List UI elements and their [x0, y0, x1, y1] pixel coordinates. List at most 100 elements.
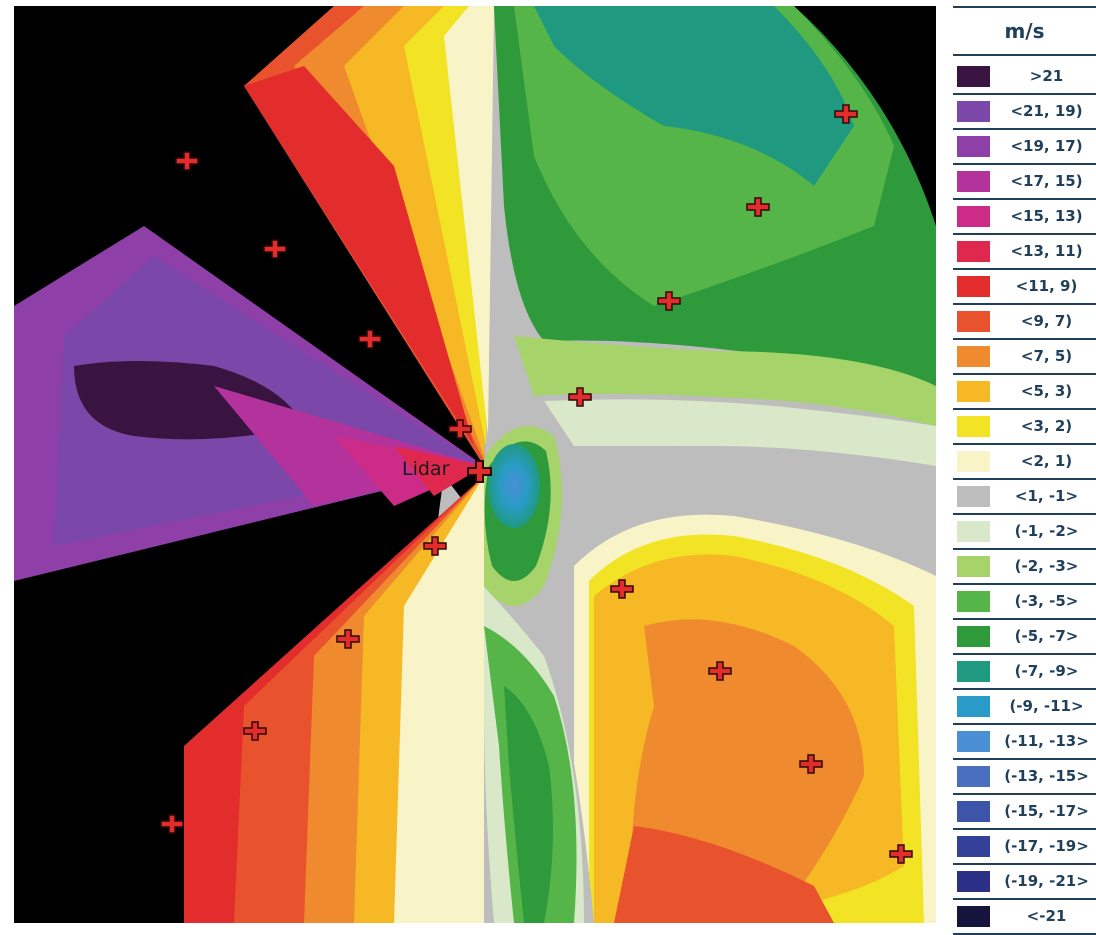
legend-row: <-21: [953, 900, 1096, 935]
legend-label: <19, 17): [1010, 137, 1083, 155]
legend-swatch: [957, 486, 990, 507]
legend-row: <5, 3): [953, 375, 1096, 410]
legend-label: <3, 2): [1020, 417, 1073, 435]
legend-label: (-11, -13>: [1004, 732, 1089, 750]
legend-row: (-1, -2>: [953, 515, 1096, 550]
lidar-core: [472, 426, 562, 606]
legend-swatch: [957, 311, 990, 332]
southwest-sector: [184, 476, 484, 923]
legend-row: (-9, -11>: [953, 690, 1096, 725]
west-sector: [14, 226, 484, 581]
north-strip: [244, 6, 494, 466]
legend-swatch: [957, 136, 990, 157]
legend-row: <1, -1>: [953, 480, 1096, 515]
legend-title: m/s: [953, 6, 1096, 56]
legend-label: <11, 9): [1015, 277, 1078, 295]
cross-marker: [423, 536, 447, 556]
legend-label: <-21: [1026, 907, 1067, 925]
grid-markers: [160, 104, 913, 864]
cross-marker: [160, 814, 184, 834]
east-sector: [484, 6, 936, 923]
legend-label: (-7, -9>: [1014, 662, 1079, 680]
legend-swatch: [957, 626, 990, 647]
legend-label: <1, -1>: [1014, 487, 1079, 505]
legend-label: >21: [1029, 67, 1064, 85]
cross-marker: [708, 661, 732, 681]
legend-row: <13, 11): [953, 235, 1096, 270]
legend-label: <2, 1): [1020, 452, 1073, 470]
legend-swatch: [957, 346, 990, 367]
legend-swatch: [957, 521, 990, 542]
legend-label: <5, 3): [1020, 382, 1073, 400]
cross-marker: [889, 844, 913, 864]
legend-label: (-2, -3>: [1014, 557, 1079, 575]
legend-swatch: [957, 731, 990, 752]
legend-swatch: [957, 171, 990, 192]
legend-label: <9, 7): [1020, 312, 1073, 330]
cross-marker: [336, 629, 360, 649]
legend-swatch: [957, 206, 990, 227]
legend-row: <9, 7): [953, 305, 1096, 340]
cross-marker: [175, 151, 199, 171]
legend-row: (-17, -19>: [953, 830, 1096, 865]
legend-label: <7, 5): [1020, 347, 1073, 365]
legend-label: <21, 19): [1010, 102, 1083, 120]
cross-marker: [799, 754, 823, 774]
cross-marker: [746, 197, 770, 217]
velocity-legend: m/s >21 <21, 19) <19, 17) <17, 15) <15, 13) <…: [953, 6, 1096, 935]
legend-label: <15, 13): [1010, 207, 1083, 225]
legend-row: <19, 17): [953, 130, 1096, 165]
legend-swatch: [957, 906, 990, 927]
legend-row: (-3, -5>: [953, 585, 1096, 620]
legend-row: <11, 9): [953, 270, 1096, 305]
legend-label: (-1, -2>: [1014, 522, 1079, 540]
cross-marker: [834, 104, 858, 124]
legend-swatch: [957, 556, 990, 577]
legend-row: (-11, -13>: [953, 725, 1096, 760]
cross-marker: [657, 291, 681, 311]
legend-label: (-3, -5>: [1014, 592, 1079, 610]
legend-row: <15, 13): [953, 200, 1096, 235]
cross-marker: [243, 721, 267, 741]
legend-row: (-2, -3>: [953, 550, 1096, 585]
legend-label: (-13, -15>: [1004, 767, 1089, 785]
legend-swatch: [957, 451, 990, 472]
legend-swatch: [957, 381, 990, 402]
wind-velocity-map: Lidar: [14, 6, 936, 923]
legend-row: (-5, -7>: [953, 620, 1096, 655]
legend-swatch: [957, 766, 990, 787]
lidar-cross-icon: [467, 460, 492, 483]
legend-row: <3, 2): [953, 410, 1096, 445]
legend-swatch: [957, 241, 990, 262]
legend-row: (-15, -17>: [953, 795, 1096, 830]
cross-marker: [448, 419, 472, 439]
legend-row: (-19, -21>: [953, 865, 1096, 900]
legend-row: (-7, -9>: [953, 655, 1096, 690]
legend-label: (-17, -19>: [1004, 837, 1089, 855]
lidar-marker: Lidar: [402, 458, 492, 483]
legend-row: (-13, -15>: [953, 760, 1096, 795]
legend-label: <13, 11): [1010, 242, 1083, 260]
legend-row: >21: [953, 60, 1096, 95]
legend-label: (-19, -21>: [1004, 872, 1089, 890]
legend-swatch: [957, 276, 990, 297]
legend-swatch: [957, 101, 990, 122]
legend-swatch: [957, 66, 990, 87]
legend-label: (-15, -17>: [1004, 802, 1089, 820]
legend-swatch: [957, 661, 990, 682]
legend-label: (-5, -7>: [1014, 627, 1079, 645]
lidar-label: Lidar: [402, 458, 450, 480]
legend-swatch: [957, 696, 990, 717]
legend-label: <17, 15): [1010, 172, 1083, 190]
legend-row: <7, 5): [953, 340, 1096, 375]
legend-row: <2, 1): [953, 445, 1096, 480]
cross-marker: [263, 239, 287, 259]
legend-row: <21, 19): [953, 95, 1096, 130]
cross-marker: [610, 579, 634, 599]
legend-row: <17, 15): [953, 165, 1096, 200]
cross-marker: [358, 329, 382, 349]
legend-swatch: [957, 871, 990, 892]
legend-swatch: [957, 416, 990, 437]
cross-marker: [568, 387, 592, 407]
legend-swatch: [957, 801, 990, 822]
